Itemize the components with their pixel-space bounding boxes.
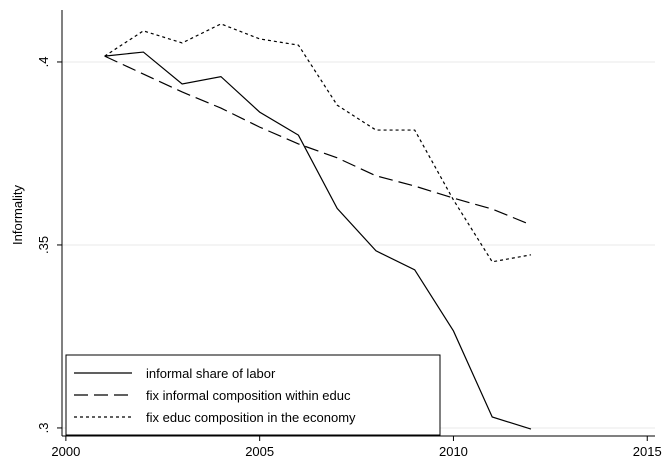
legend-label: fix educ composition in the economy: [146, 410, 356, 425]
series-line: [104, 55, 532, 226]
y-tick-label: .35: [36, 236, 51, 254]
legend-box: [65, 354, 441, 436]
y-tick-label: .3: [36, 423, 51, 434]
x-tick-label: 2005: [245, 444, 274, 459]
series-line: [104, 51, 532, 430]
x-tick-label: 2015: [633, 444, 662, 459]
legend-label: fix informal composition within educ: [146, 388, 351, 403]
series-line: [104, 23, 532, 263]
legend-label: informal share of labor: [146, 366, 276, 381]
y-tick-label: .4: [36, 57, 51, 68]
y-axis-label: Informality: [10, 185, 25, 245]
x-tick-label: 2010: [439, 444, 468, 459]
x-tick-label: 2000: [51, 444, 80, 459]
